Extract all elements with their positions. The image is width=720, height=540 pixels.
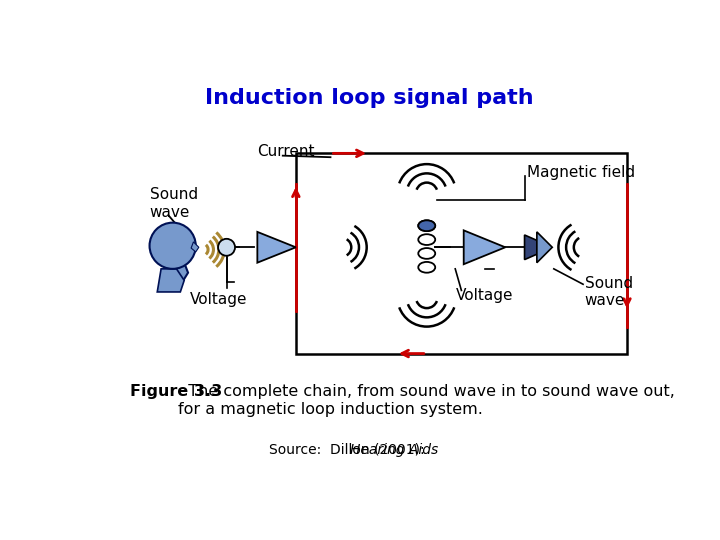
Text: Figure 3.3: Figure 3.3 xyxy=(130,384,222,400)
Ellipse shape xyxy=(418,220,435,231)
Polygon shape xyxy=(464,231,505,264)
Polygon shape xyxy=(296,153,627,354)
Polygon shape xyxy=(537,232,552,262)
Text: Induction loop signal path: Induction loop signal path xyxy=(204,88,534,108)
Circle shape xyxy=(218,239,235,256)
Text: Sound
wave: Sound wave xyxy=(150,187,198,220)
Polygon shape xyxy=(525,235,537,260)
Text: Sound
wave: Sound wave xyxy=(585,276,633,308)
Ellipse shape xyxy=(418,248,435,259)
Text: Magnetic field: Magnetic field xyxy=(527,165,635,180)
Polygon shape xyxy=(168,261,188,283)
Text: Current: Current xyxy=(257,144,315,159)
Circle shape xyxy=(150,222,196,269)
Polygon shape xyxy=(191,242,199,252)
Text: Source:  Dillon (2001):: Source: Dillon (2001): xyxy=(269,443,429,457)
Polygon shape xyxy=(157,269,184,292)
Ellipse shape xyxy=(418,262,435,273)
Text: Hearing Aids: Hearing Aids xyxy=(350,443,438,457)
Ellipse shape xyxy=(418,234,435,245)
Text: The complete chain, from sound wave in to sound wave out,
for a magnetic loop in: The complete chain, from sound wave in t… xyxy=(178,384,675,417)
Ellipse shape xyxy=(418,220,435,231)
Text: Voltage: Voltage xyxy=(456,288,513,303)
Polygon shape xyxy=(257,232,296,262)
Text: Voltage: Voltage xyxy=(190,292,248,307)
